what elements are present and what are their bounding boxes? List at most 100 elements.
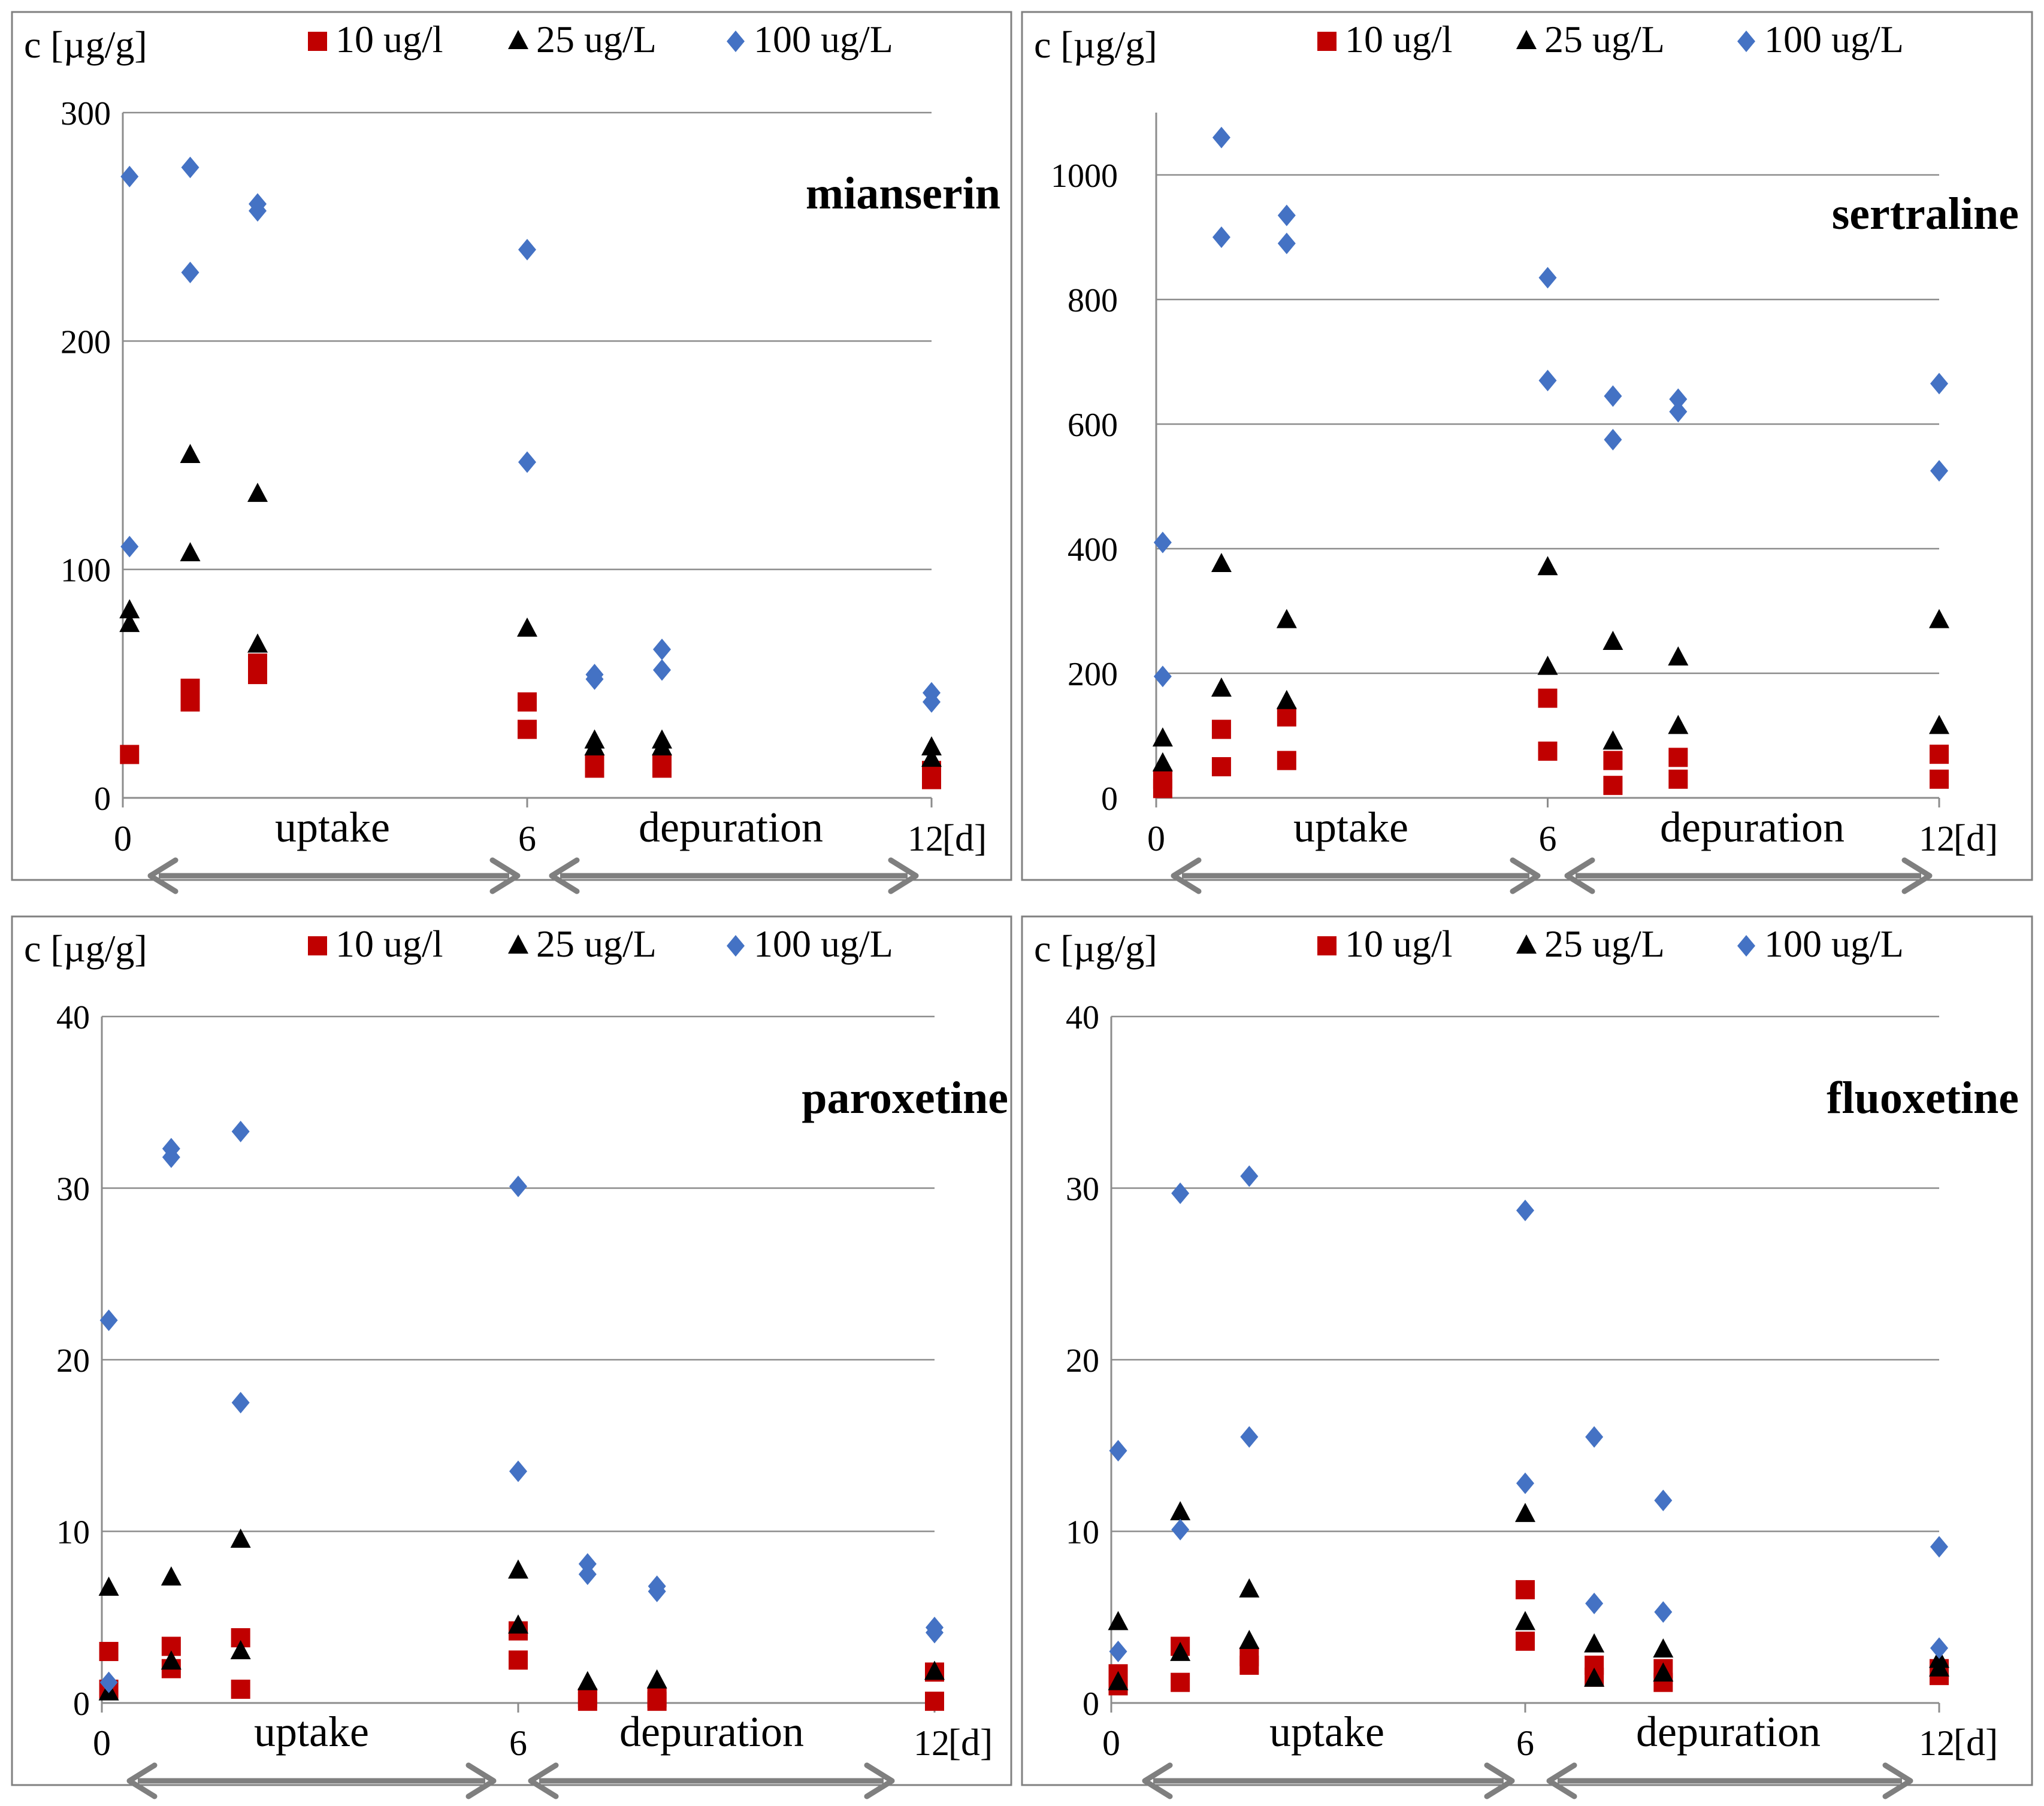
data-point-s25 bbox=[1929, 715, 1949, 734]
x-tick-label: 12 bbox=[908, 819, 944, 858]
data-point-s100 bbox=[1604, 429, 1622, 450]
legend-marker-s25 bbox=[508, 30, 528, 49]
legend-marker-s100 bbox=[727, 31, 745, 52]
data-point-s25 bbox=[1152, 752, 1173, 772]
x-unit-label: [d] bbox=[942, 816, 987, 859]
legend-label-s100: 100 ug/L bbox=[754, 18, 893, 60]
legend-marker-s10 bbox=[1317, 32, 1337, 51]
y-tick-label: 0 bbox=[73, 1686, 90, 1723]
data-point-s10 bbox=[925, 1692, 944, 1711]
x-tick-label: 6 bbox=[518, 819, 536, 858]
data-point-s10 bbox=[120, 745, 140, 764]
chart-title: paroxetine bbox=[802, 1073, 1008, 1123]
legend-marker-s100 bbox=[1737, 935, 1755, 957]
data-point-s100 bbox=[926, 1622, 944, 1644]
data-point-s25 bbox=[230, 1640, 251, 1660]
x-tick-label: 6 bbox=[1516, 1723, 1534, 1763]
y-tick-label: 20 bbox=[1066, 1342, 1099, 1380]
data-point-s10 bbox=[1277, 707, 1296, 727]
legend-marker-s10 bbox=[1317, 936, 1337, 955]
data-point-s100 bbox=[1930, 373, 1948, 395]
chart-title: fluoxetine bbox=[1827, 1073, 2019, 1123]
phase-label-uptake: uptake bbox=[254, 1708, 369, 1756]
data-point-s100 bbox=[509, 1460, 527, 1483]
data-point-s100 bbox=[1240, 1426, 1259, 1448]
arrow-head-right bbox=[1901, 857, 1933, 894]
data-point-s25 bbox=[1537, 556, 1558, 576]
data-point-s100 bbox=[1153, 531, 1172, 553]
arrow-head-left bbox=[126, 1762, 158, 1799]
data-point-s25 bbox=[508, 1614, 528, 1634]
x-tick-label: 6 bbox=[1539, 819, 1557, 858]
data-point-s100 bbox=[1930, 1536, 1948, 1558]
arrow-head-left bbox=[1142, 1762, 1173, 1799]
data-point-s25 bbox=[1653, 1662, 1674, 1682]
data-point-s25 bbox=[1170, 1641, 1191, 1661]
data-point-s100 bbox=[120, 536, 139, 558]
data-point-s25 bbox=[1276, 609, 1297, 628]
data-point-s25 bbox=[924, 1660, 945, 1680]
data-point-s100 bbox=[1277, 204, 1296, 226]
y-tick-label: 10 bbox=[1066, 1514, 1099, 1551]
data-point-s100 bbox=[509, 1175, 527, 1197]
depuration-arrow bbox=[1546, 1762, 1913, 1799]
data-point-s100 bbox=[1171, 1182, 1190, 1205]
data-point-s10 bbox=[509, 1650, 528, 1670]
y-tick-label: 0 bbox=[1083, 1686, 1099, 1723]
data-point-s25 bbox=[161, 1650, 182, 1670]
y-tick-label: 300 bbox=[61, 95, 111, 132]
data-point-s25 bbox=[1108, 1671, 1129, 1690]
legend-marker-s100 bbox=[1737, 31, 1755, 52]
arrow-head-right bbox=[489, 857, 521, 894]
data-point-s100 bbox=[1277, 232, 1296, 255]
data-point-s100 bbox=[162, 1146, 180, 1168]
x-tick-label: 0 bbox=[93, 1723, 111, 1763]
arrow-head-left bbox=[1171, 857, 1202, 894]
data-point-s25 bbox=[517, 617, 537, 637]
data-point-s25 bbox=[119, 599, 140, 619]
data-point-s10 bbox=[99, 1642, 119, 1662]
data-point-s10 bbox=[1211, 719, 1231, 739]
data-point-s100 bbox=[585, 668, 604, 690]
arrow-head-right bbox=[1882, 1762, 1913, 1799]
data-point-s25 bbox=[1211, 553, 1232, 572]
data-point-s25 bbox=[1929, 609, 1949, 628]
legend-label-s100: 100 ug/L bbox=[1764, 922, 1904, 965]
data-point-s10 bbox=[1516, 1580, 1535, 1599]
data-point-s10 bbox=[1930, 745, 1949, 764]
y-tick-label: 400 bbox=[1068, 531, 1118, 568]
data-point-s100 bbox=[1516, 1472, 1534, 1495]
data-point-s10 bbox=[1538, 688, 1558, 708]
data-point-s100 bbox=[518, 451, 536, 473]
data-point-s25 bbox=[1668, 646, 1689, 665]
data-point-s25 bbox=[1170, 1501, 1191, 1520]
phase-label-depuration: depuration bbox=[639, 803, 823, 851]
chart-title: sertraline bbox=[1832, 189, 2019, 239]
depuration-arrow bbox=[1564, 857, 1933, 894]
y-tick-label: 40 bbox=[56, 999, 90, 1036]
data-point-s100 bbox=[181, 156, 199, 179]
data-point-s100 bbox=[231, 1120, 250, 1142]
phase-label-uptake: uptake bbox=[275, 803, 390, 851]
data-point-s100 bbox=[1654, 1601, 1673, 1623]
legend-label-s25: 25 ug/L bbox=[1544, 18, 1665, 60]
chart-panel-paroxetine: 0 10 20 30 40 0 6 12[d] uptake depuration c [µg/g]… bbox=[11, 915, 1012, 1799]
x-tick-label: 12 bbox=[914, 1723, 950, 1763]
data-point-s25 bbox=[98, 1577, 119, 1596]
data-point-s10 bbox=[1171, 1672, 1190, 1692]
legend-marker-s25 bbox=[1516, 934, 1537, 954]
arrow-head-left bbox=[528, 1762, 559, 1799]
y-tick-label: 100 bbox=[61, 552, 111, 589]
legend-marker-s10 bbox=[308, 936, 327, 955]
data-point-s10 bbox=[1239, 1655, 1259, 1675]
y-tick-label: 40 bbox=[1066, 999, 1099, 1036]
data-point-s25 bbox=[652, 736, 672, 756]
phase-label-depuration: depuration bbox=[1660, 803, 1845, 851]
data-point-s25 bbox=[247, 482, 268, 502]
phase-label-uptake: uptake bbox=[1293, 803, 1408, 851]
data-point-s100 bbox=[1669, 401, 1688, 423]
uptake-arrow bbox=[1171, 857, 1541, 894]
data-point-s25 bbox=[247, 633, 268, 653]
arrow-head-right bbox=[1484, 1762, 1515, 1799]
data-point-s100 bbox=[1654, 1489, 1673, 1511]
